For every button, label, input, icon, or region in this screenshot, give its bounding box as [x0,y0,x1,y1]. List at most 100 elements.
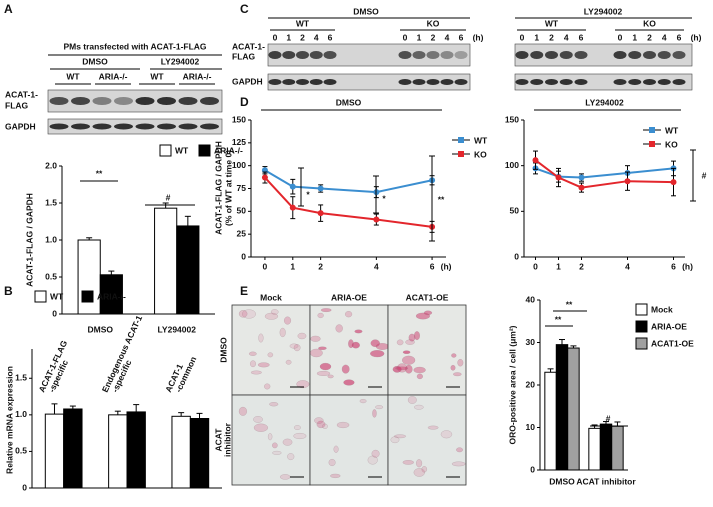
genotype-label: ARIA-/- [183,71,212,81]
lane-label: 0 [273,32,278,42]
bar [171,415,191,489]
legend-swatch [635,320,648,333]
series-line [264,169,433,194]
blot-band [49,123,69,130]
bar [77,239,101,315]
genotype-label: WT [150,71,164,81]
point [578,174,585,181]
point [555,174,562,181]
cell [370,339,380,348]
annotation: * [306,189,310,199]
lane-label: 1 [632,32,637,42]
annotation: ** [438,194,445,204]
y-tick-label: 100 [232,160,246,170]
lane-label: 1 [417,32,422,42]
cell [348,339,354,349]
cell [272,450,282,455]
point [670,179,677,186]
y-tick-label: 0 [22,482,27,492]
legend-marker [458,151,464,157]
y-tick-label: 30 [526,337,536,347]
cell [421,466,428,473]
cell [359,399,367,404]
blot-band [114,123,133,130]
cell [248,351,257,356]
row-label: DMSO [218,337,228,363]
micrograph [309,394,389,486]
blot-band [49,97,69,105]
cell [238,310,248,318]
cell [451,353,457,358]
lane-label: 0 [520,32,525,42]
panel-letter: B [4,284,13,298]
y-tick-label: 125 [232,137,246,147]
cell [328,458,336,467]
annotation: # [702,170,707,180]
x-unit: (h) [682,261,693,271]
annotation: * [382,193,386,203]
lane-label: 4 [445,32,450,42]
cell [367,455,378,465]
bar [44,413,65,489]
legend-label: ARIA-OE [651,321,687,331]
blot-band [398,79,412,85]
x-tick-label: DMSO [549,476,575,486]
cell [253,416,263,423]
row-label: FLAG [5,100,29,110]
bar [599,423,613,471]
blot-band [323,51,337,59]
blot-band [296,51,309,59]
blot-band [574,51,588,59]
x-tick-label: ACAT inhibitor [576,476,636,486]
legend-swatch [159,144,172,157]
bar [189,418,210,489]
genotype-label: WT [66,71,80,81]
cell [371,449,380,458]
bar [126,411,146,489]
genotype-label: WT [296,18,310,28]
cell [316,370,331,376]
row-label: inhibitor [222,422,232,457]
cell [270,309,279,315]
cell [267,433,273,441]
row-label: GAPDH [232,76,263,86]
blot-band [71,123,90,130]
cell [394,434,407,439]
cell [327,374,334,379]
cell [249,360,256,368]
legend-label: WT [474,135,488,145]
cell [310,348,323,358]
blot-band [309,51,323,59]
bar [108,414,128,489]
blot-band [178,123,198,130]
row-label: ACAT-1- [5,89,38,99]
lane-label: 2 [431,32,436,42]
cell [250,370,262,375]
cell [414,404,424,410]
cell [335,324,343,333]
bar [555,344,569,471]
legend-swatch [81,290,94,303]
blot-frame [47,118,223,135]
cell [370,350,385,358]
panel-letter: E [240,284,248,298]
chart-title: DMSO [336,97,362,107]
cell [401,355,416,365]
cell [267,352,274,358]
panel-letter: D [240,95,249,109]
cell [317,312,324,319]
bar [154,207,178,315]
row-label: FLAG [232,51,256,61]
cell [457,358,464,367]
genotype-label: KO [643,18,656,28]
annotation: # [606,413,611,423]
cell [344,310,353,318]
y-tick-label: 150 [232,114,246,124]
legend-label: WT [175,145,189,155]
x-tick-label: 2 [318,261,323,271]
blot-band [426,51,440,59]
y-tick-label: 1.5 [45,197,57,207]
cell [238,406,248,416]
y-tick-label: 20 [526,379,536,389]
blot-band [530,79,544,85]
